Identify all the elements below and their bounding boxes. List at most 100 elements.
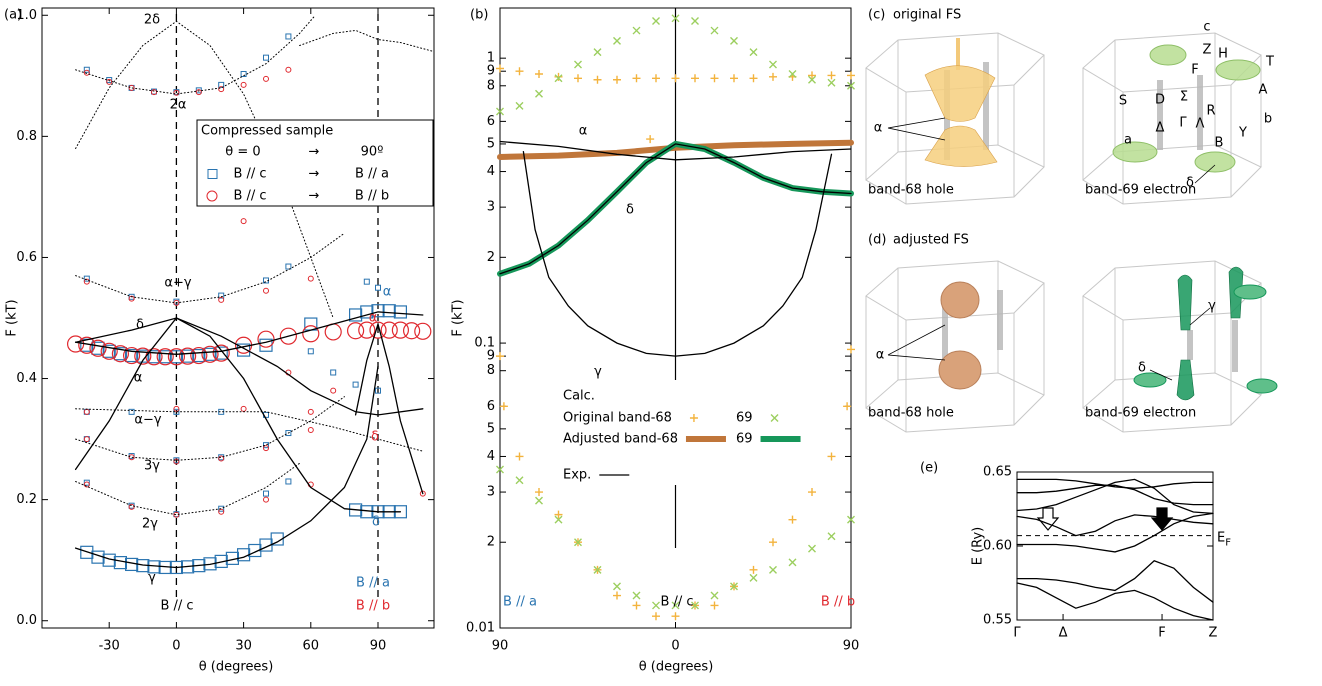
fs-label: Λ xyxy=(1196,117,1205,132)
series-line xyxy=(75,396,345,461)
annotation: γ xyxy=(594,365,602,380)
marker xyxy=(593,48,602,57)
annotation: B // a xyxy=(503,595,537,610)
legend-marker xyxy=(206,190,218,202)
legend-header: 90º xyxy=(361,145,384,160)
hollow-arrow xyxy=(1036,507,1060,531)
x-tick-label: Δ xyxy=(1059,626,1068,641)
legend-text: B // c xyxy=(233,167,266,182)
marker xyxy=(106,78,113,85)
legend-marker xyxy=(689,414,698,422)
marker xyxy=(270,532,284,546)
y-tick-label: 8 xyxy=(487,78,495,93)
y-axis-label: E (Ry) xyxy=(971,527,986,566)
y-tick-label: 0.65 xyxy=(983,465,1012,480)
y-tick-label: 9 xyxy=(487,64,495,79)
annotation: B // c xyxy=(660,595,693,610)
legend-text: Exp. xyxy=(563,468,591,483)
marker xyxy=(827,532,836,541)
marker xyxy=(363,278,370,285)
marker xyxy=(574,538,582,547)
marker xyxy=(380,321,398,339)
annotation: δ xyxy=(372,515,380,530)
marker xyxy=(691,17,699,26)
marker xyxy=(285,430,292,437)
marker xyxy=(218,296,225,303)
marker xyxy=(167,348,185,366)
y-tick-label: 5 xyxy=(487,421,495,436)
marker xyxy=(124,348,139,363)
marker xyxy=(375,387,381,394)
pointer xyxy=(1194,164,1216,184)
plot-frame xyxy=(41,7,435,629)
marker xyxy=(128,503,135,510)
marker xyxy=(307,408,314,415)
pointer xyxy=(887,127,946,141)
marker xyxy=(214,346,228,360)
y-tick-label: 3 xyxy=(487,485,495,500)
marker xyxy=(652,601,660,610)
marker xyxy=(203,347,217,361)
series-line xyxy=(74,311,424,355)
marker xyxy=(535,496,543,505)
annotation: B // c xyxy=(160,599,193,614)
marker xyxy=(808,71,816,80)
marker xyxy=(788,69,797,78)
y-tick-label: 4 xyxy=(487,449,495,464)
series-line xyxy=(74,317,402,513)
y-tick-label: 1 xyxy=(487,51,495,66)
y-tick-label: 0.6 xyxy=(16,250,37,265)
marker xyxy=(554,72,563,81)
marker xyxy=(91,341,105,355)
annotation: α xyxy=(369,311,378,326)
fermi-label-main: E xyxy=(1217,530,1225,545)
marker xyxy=(671,612,680,621)
marker xyxy=(263,490,269,497)
fs-label: γ xyxy=(1208,299,1216,314)
marker xyxy=(352,381,359,388)
marker xyxy=(574,60,582,69)
annotation: 2γ xyxy=(142,517,158,532)
marker xyxy=(263,496,269,503)
fs-caption: band-69 electron xyxy=(1085,183,1196,198)
panel-title: original FS xyxy=(893,8,961,23)
marker xyxy=(554,74,563,83)
series-line xyxy=(499,140,852,357)
legend-marker xyxy=(770,414,779,422)
fs-label: α xyxy=(876,348,885,363)
marker xyxy=(515,476,524,485)
y-tick-label: 0.0 xyxy=(16,613,37,628)
marker xyxy=(218,455,225,462)
series-line xyxy=(354,321,424,495)
fs-electron xyxy=(1149,44,1187,66)
marker xyxy=(218,508,225,515)
legend-text: Original band-68 xyxy=(563,411,672,426)
marker xyxy=(535,488,543,497)
marker xyxy=(769,538,777,547)
fermi-label-sub: F xyxy=(1225,538,1231,549)
fs-caption: band-68 hole xyxy=(868,406,954,421)
panel-label: (b) xyxy=(470,8,488,23)
y-tick-label: 6 xyxy=(487,399,495,414)
series-line xyxy=(75,20,334,319)
fs-electron xyxy=(1246,378,1278,394)
marker xyxy=(827,452,836,461)
x-tick-label: F xyxy=(1158,626,1165,641)
marker xyxy=(263,442,269,449)
marker xyxy=(652,612,660,621)
marker xyxy=(263,54,269,61)
marker xyxy=(652,17,660,26)
marker xyxy=(263,75,269,82)
marker xyxy=(128,293,135,300)
marker xyxy=(302,325,320,343)
marker xyxy=(382,304,396,318)
marker xyxy=(128,84,135,91)
y-tick-label: 0.1 xyxy=(474,336,495,351)
marker xyxy=(375,284,381,291)
marker xyxy=(218,81,225,88)
marker xyxy=(263,445,269,452)
marker xyxy=(151,89,157,96)
marker xyxy=(593,565,602,574)
marker xyxy=(391,321,409,339)
